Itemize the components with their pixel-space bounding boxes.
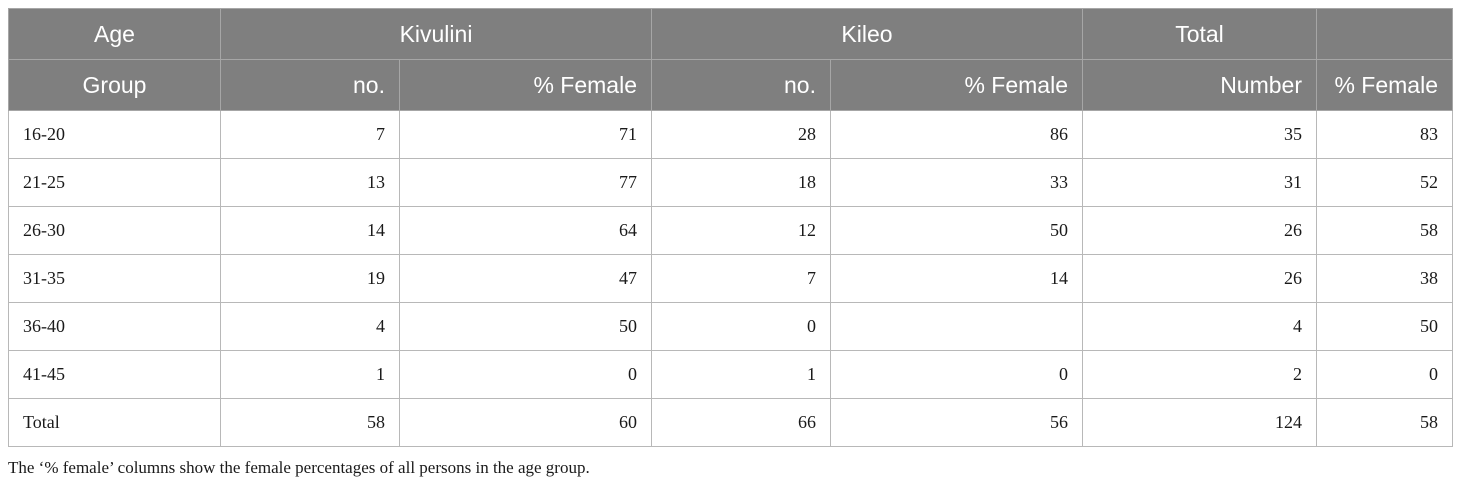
- cell-total-female: 50: [1316, 302, 1453, 351]
- header-row-top: Age Kivulini Kileo Total: [8, 8, 1453, 60]
- cell-kivulini-no: 4: [220, 302, 400, 351]
- cell-kileo-female: 33: [830, 158, 1083, 207]
- cell-total-female: 38: [1316, 254, 1453, 303]
- cell-total-female: 58: [1316, 398, 1453, 447]
- cell-total-female: 0: [1316, 350, 1453, 399]
- cell-total-number: 4: [1082, 302, 1317, 351]
- header-kivulini-female: % Female: [399, 59, 652, 111]
- table-footnote: The ‘% female’ columns show the female p…: [8, 458, 590, 477]
- cell-total-number: 35: [1082, 110, 1317, 159]
- table-body: 16-20 7 71 28 86 35 83 21-25 13 77 18 33…: [8, 110, 1453, 447]
- cell-kileo-female: 50: [830, 206, 1083, 255]
- cell-total-female: 58: [1316, 206, 1453, 255]
- cell-age-group: 31-35: [8, 254, 221, 303]
- header-group: Group: [8, 59, 221, 111]
- cell-kileo-female: 86: [830, 110, 1083, 159]
- cell-kivulini-no: 58: [220, 398, 400, 447]
- table-row: 16-20 7 71 28 86 35 83: [8, 110, 1453, 159]
- cell-kivulini-no: 1: [220, 350, 400, 399]
- table-row: 31-35 19 47 7 14 26 38: [8, 254, 1453, 303]
- cell-kileo-no: 7: [651, 254, 831, 303]
- cell-age-group: 36-40: [8, 302, 221, 351]
- cell-kileo-no: 18: [651, 158, 831, 207]
- header-kileo-female: % Female: [830, 59, 1083, 111]
- cell-age-group: Total: [8, 398, 221, 447]
- cell-age-group: 16-20: [8, 110, 221, 159]
- cell-total-female: 83: [1316, 110, 1453, 159]
- cell-kileo-no: 12: [651, 206, 831, 255]
- table-header: Age Kivulini Kileo Total Group no. % Fem…: [8, 8, 1453, 111]
- cell-kivulini-female: 71: [399, 110, 652, 159]
- table-row: 21-25 13 77 18 33 31 52: [8, 158, 1453, 207]
- cell-total-female: 52: [1316, 158, 1453, 207]
- cell-kivulini-no: 14: [220, 206, 400, 255]
- cell-kileo-female: 14: [830, 254, 1083, 303]
- cell-kivulini-female: 60: [399, 398, 652, 447]
- cell-age-group: 41-45: [8, 350, 221, 399]
- cell-total-number: 2: [1082, 350, 1317, 399]
- cell-total-number: 124: [1082, 398, 1317, 447]
- cell-kivulini-no: 13: [220, 158, 400, 207]
- cell-kivulini-female: 47: [399, 254, 652, 303]
- header-kivulini: Kivulini: [220, 8, 652, 60]
- header-total-female: % Female: [1316, 59, 1453, 111]
- table-row: 41-45 1 0 1 0 2 0: [8, 350, 1453, 399]
- cell-age-group: 26-30: [8, 206, 221, 255]
- header-total-extra: [1316, 8, 1453, 60]
- cell-kileo-no: 0: [651, 302, 831, 351]
- cell-total-number: 26: [1082, 206, 1317, 255]
- cell-kileo-female: [830, 302, 1083, 351]
- header-total-number: Number: [1082, 59, 1317, 111]
- cell-kileo-no: 1: [651, 350, 831, 399]
- table-row-total: Total 58 60 66 56 124 58: [8, 398, 1453, 447]
- cell-kivulini-female: 50: [399, 302, 652, 351]
- cell-kivulini-female: 77: [399, 158, 652, 207]
- age-group-table: Age Kivulini Kileo Total Group no. % Fem…: [8, 8, 1453, 447]
- cell-kivulini-no: 19: [220, 254, 400, 303]
- cell-kileo-no: 28: [651, 110, 831, 159]
- cell-kileo-female: 56: [830, 398, 1083, 447]
- table-row: 26-30 14 64 12 50 26 58: [8, 206, 1453, 255]
- header-kileo: Kileo: [651, 8, 1083, 60]
- cell-kivulini-female: 0: [399, 350, 652, 399]
- table-row: 36-40 4 50 0 4 50: [8, 302, 1453, 351]
- cell-kileo-no: 66: [651, 398, 831, 447]
- cell-age-group: 21-25: [8, 158, 221, 207]
- cell-kivulini-female: 64: [399, 206, 652, 255]
- header-kileo-no: no.: [651, 59, 831, 111]
- cell-total-number: 31: [1082, 158, 1317, 207]
- cell-kivulini-no: 7: [220, 110, 400, 159]
- header-age: Age: [8, 8, 221, 60]
- cell-total-number: 26: [1082, 254, 1317, 303]
- table-container: Age Kivulini Kileo Total Group no. % Fem…: [8, 8, 1453, 447]
- cell-kileo-female: 0: [830, 350, 1083, 399]
- header-kivulini-no: no.: [220, 59, 400, 111]
- header-row-sub: Group no. % Female no. % Female Number %…: [8, 59, 1453, 111]
- header-total: Total: [1082, 8, 1317, 60]
